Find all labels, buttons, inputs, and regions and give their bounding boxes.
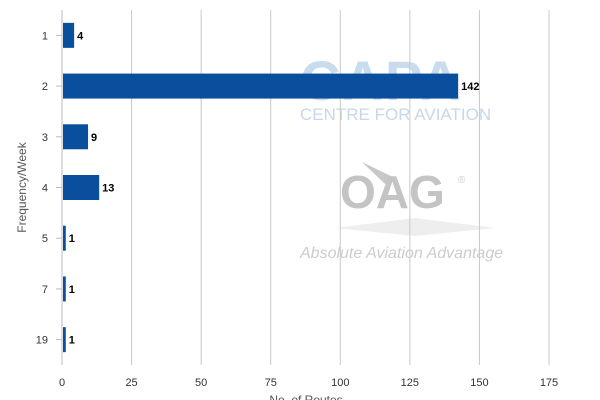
oag-registered-mark: ® <box>458 175 466 186</box>
bar-3 <box>63 124 89 150</box>
data-label-7: 1 <box>69 284 75 296</box>
bar-5 <box>63 225 66 251</box>
bars: 4 142 9 13 1 1 1 <box>63 22 480 353</box>
y-tick-label-2: 2 <box>42 81 48 93</box>
gridlines <box>131 10 550 365</box>
x-tick-label-125: 125 <box>401 377 419 389</box>
axes: 0 25 50 75 100 125 150 17512345719Frequency/Wee… <box>15 10 558 400</box>
bar-19 <box>63 327 66 353</box>
x-tick-label-50: 50 <box>195 377 207 389</box>
data-label-1: 4 <box>77 30 84 42</box>
oag-swoosh-icon <box>362 162 395 184</box>
y-tick-label-5: 5 <box>42 233 48 245</box>
y-tick-label-7: 7 <box>42 284 48 296</box>
x-tick-label-0: 0 <box>59 377 65 389</box>
data-label-19: 1 <box>69 335 75 347</box>
x-axis-title: No. of Routes <box>269 393 342 400</box>
x-tick-label-25: 25 <box>125 377 137 389</box>
x-tick-label-175: 175 <box>540 377 558 389</box>
data-label-4: 13 <box>102 183 114 195</box>
y-tick-label-19: 19 <box>36 335 48 347</box>
y-tick-label-3: 3 <box>42 132 48 144</box>
x-tick-label-150: 150 <box>470 377 488 389</box>
bar-2 <box>63 73 459 99</box>
oag-watermark: OAG <box>340 166 445 218</box>
y-axis-title: Frequency/Week <box>15 141 29 232</box>
capa-subtitle-watermark: CENTRE FOR AVIATION <box>300 105 491 124</box>
data-label-5: 1 <box>69 233 75 245</box>
x-tick-label-75: 75 <box>265 377 277 389</box>
y-tick-label-4: 4 <box>42 183 48 195</box>
oag-shadow-icon <box>335 218 495 236</box>
data-label-3: 9 <box>91 132 97 144</box>
bar-4 <box>63 175 100 200</box>
oag-tagline-watermark: Absolute Aviation Advantage <box>299 245 503 262</box>
data-label-2: 142 <box>461 81 479 93</box>
y-tick-label-1: 1 <box>42 30 48 42</box>
bar-1 <box>63 22 75 48</box>
bar-7 <box>63 276 66 302</box>
x-tick-label-100: 100 <box>331 377 349 389</box>
